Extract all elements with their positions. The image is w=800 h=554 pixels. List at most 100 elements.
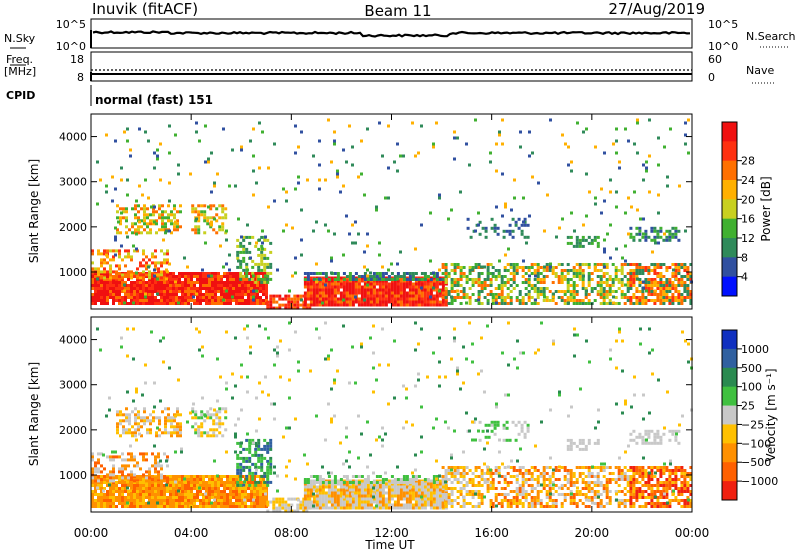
scatter-cell: [585, 214, 588, 218]
scatter-cell: [252, 274, 255, 278]
scatter-cell: [229, 478, 232, 481]
scatter-cell: [229, 293, 232, 296]
scatter-cell: [235, 296, 238, 299]
scatter-cell: [599, 466, 603, 469]
scatter-cell: [468, 287, 472, 290]
scatter-cell: [260, 250, 264, 254]
scatter-cell: [590, 272, 594, 275]
scatter-cell: [164, 231, 167, 235]
scatter-cell: [327, 506, 331, 510]
scatter-cell: [242, 250, 246, 254]
scatter-cell: [137, 422, 140, 426]
scatter-cell: [618, 166, 621, 170]
scatter-cell: [262, 293, 265, 296]
scatter-cell: [223, 293, 226, 296]
scatter-cell: [408, 481, 412, 484]
scatter-cell: [115, 455, 118, 459]
scatter-cell: [121, 299, 124, 302]
scatter-cell: [259, 284, 262, 287]
scatter-cell: [429, 278, 433, 281]
scatter-cell: [213, 217, 216, 221]
scatter-cell: [587, 490, 591, 493]
scatter-cell: [614, 278, 618, 281]
scatter-cell: [569, 490, 573, 493]
scatter-cell: [121, 496, 124, 499]
scatter-cell: [375, 497, 379, 501]
scatter-cell: [297, 181, 300, 185]
scatter-cell: [557, 278, 561, 281]
scatter-cell: [263, 247, 267, 251]
scatter-cell: [551, 281, 555, 284]
scatter-cell: [605, 290, 609, 293]
scatter-cell: [542, 505, 546, 508]
scatter-cell: [306, 272, 310, 275]
scatter-cell: [128, 413, 131, 417]
scatter-cell: [315, 506, 319, 510]
scatter-cell: [148, 276, 151, 280]
scatter-cell: [118, 281, 121, 284]
scatter-cell: [136, 478, 139, 481]
scatter-cell: [567, 301, 570, 305]
scatter-cell: [214, 475, 217, 478]
scatter-cell: [548, 490, 552, 493]
scatter-cell: [411, 475, 415, 478]
scatter-cell: [456, 281, 460, 284]
scatter-cell: [125, 219, 128, 223]
scatter-cell: [423, 478, 427, 481]
scatter-cell: [266, 303, 270, 307]
scatter-cell: [527, 493, 531, 496]
scatter-cell: [426, 288, 430, 292]
scatter-cell: [581, 481, 585, 484]
scatter-cell: [116, 231, 119, 235]
scatter-cell: [309, 500, 313, 504]
scatter-cell: [542, 281, 546, 284]
colorbar-tick-label: 24: [741, 174, 755, 187]
scatter-cell: [254, 244, 258, 248]
scatter-cell: [336, 482, 340, 486]
scatter-cell: [354, 479, 358, 483]
scatter-cell: [638, 284, 642, 287]
scatter-cell: [196, 496, 199, 499]
scatter-cell: [360, 172, 363, 176]
scatter-cell: [656, 235, 660, 239]
scatter-cell: [215, 416, 219, 420]
scatter-cell: [645, 160, 648, 164]
scatter-cell: [587, 281, 591, 284]
scatter-cell: [115, 264, 118, 268]
scatter-cell: [147, 265, 150, 269]
scatter-cell: [369, 303, 373, 307]
scatter-cell: [218, 419, 222, 423]
scatter-cell: [100, 270, 103, 274]
scatter-cell: [509, 266, 513, 269]
scatter-cell: [345, 294, 349, 298]
scatter-cell: [162, 238, 165, 242]
scatter-cell: [629, 272, 633, 275]
scatter-cell: [635, 275, 639, 278]
scatter-cell: [393, 303, 397, 307]
scatter-cell: [381, 494, 385, 498]
scatter-cell: [118, 299, 121, 302]
scatter-cell: [163, 281, 166, 284]
scatter-cell: [423, 497, 427, 501]
scatter-cell: [199, 281, 202, 284]
scatter-cell: [360, 506, 364, 510]
scatter-cell: [196, 493, 199, 496]
scatter-cell: [495, 205, 498, 209]
scatter-cell: [109, 473, 112, 477]
scatter-cell: [515, 266, 519, 269]
scatter-cell: [123, 301, 126, 305]
scatter-cell: [527, 269, 531, 272]
scatter-cell: [118, 275, 121, 278]
scatter-cell: [369, 275, 373, 278]
scatter-cell: [417, 294, 421, 298]
scatter-cell: [163, 302, 166, 305]
scatter-cell: [151, 284, 154, 287]
scatter-cell: [659, 287, 663, 290]
scatter-cell: [207, 274, 210, 278]
scatter-cell: [617, 302, 621, 305]
scatter-cell: [581, 284, 585, 287]
scatter-cell: [145, 458, 148, 462]
scatter-cell: [124, 502, 127, 505]
scatter-cell: [408, 491, 412, 495]
scatter-cell: [345, 291, 349, 295]
